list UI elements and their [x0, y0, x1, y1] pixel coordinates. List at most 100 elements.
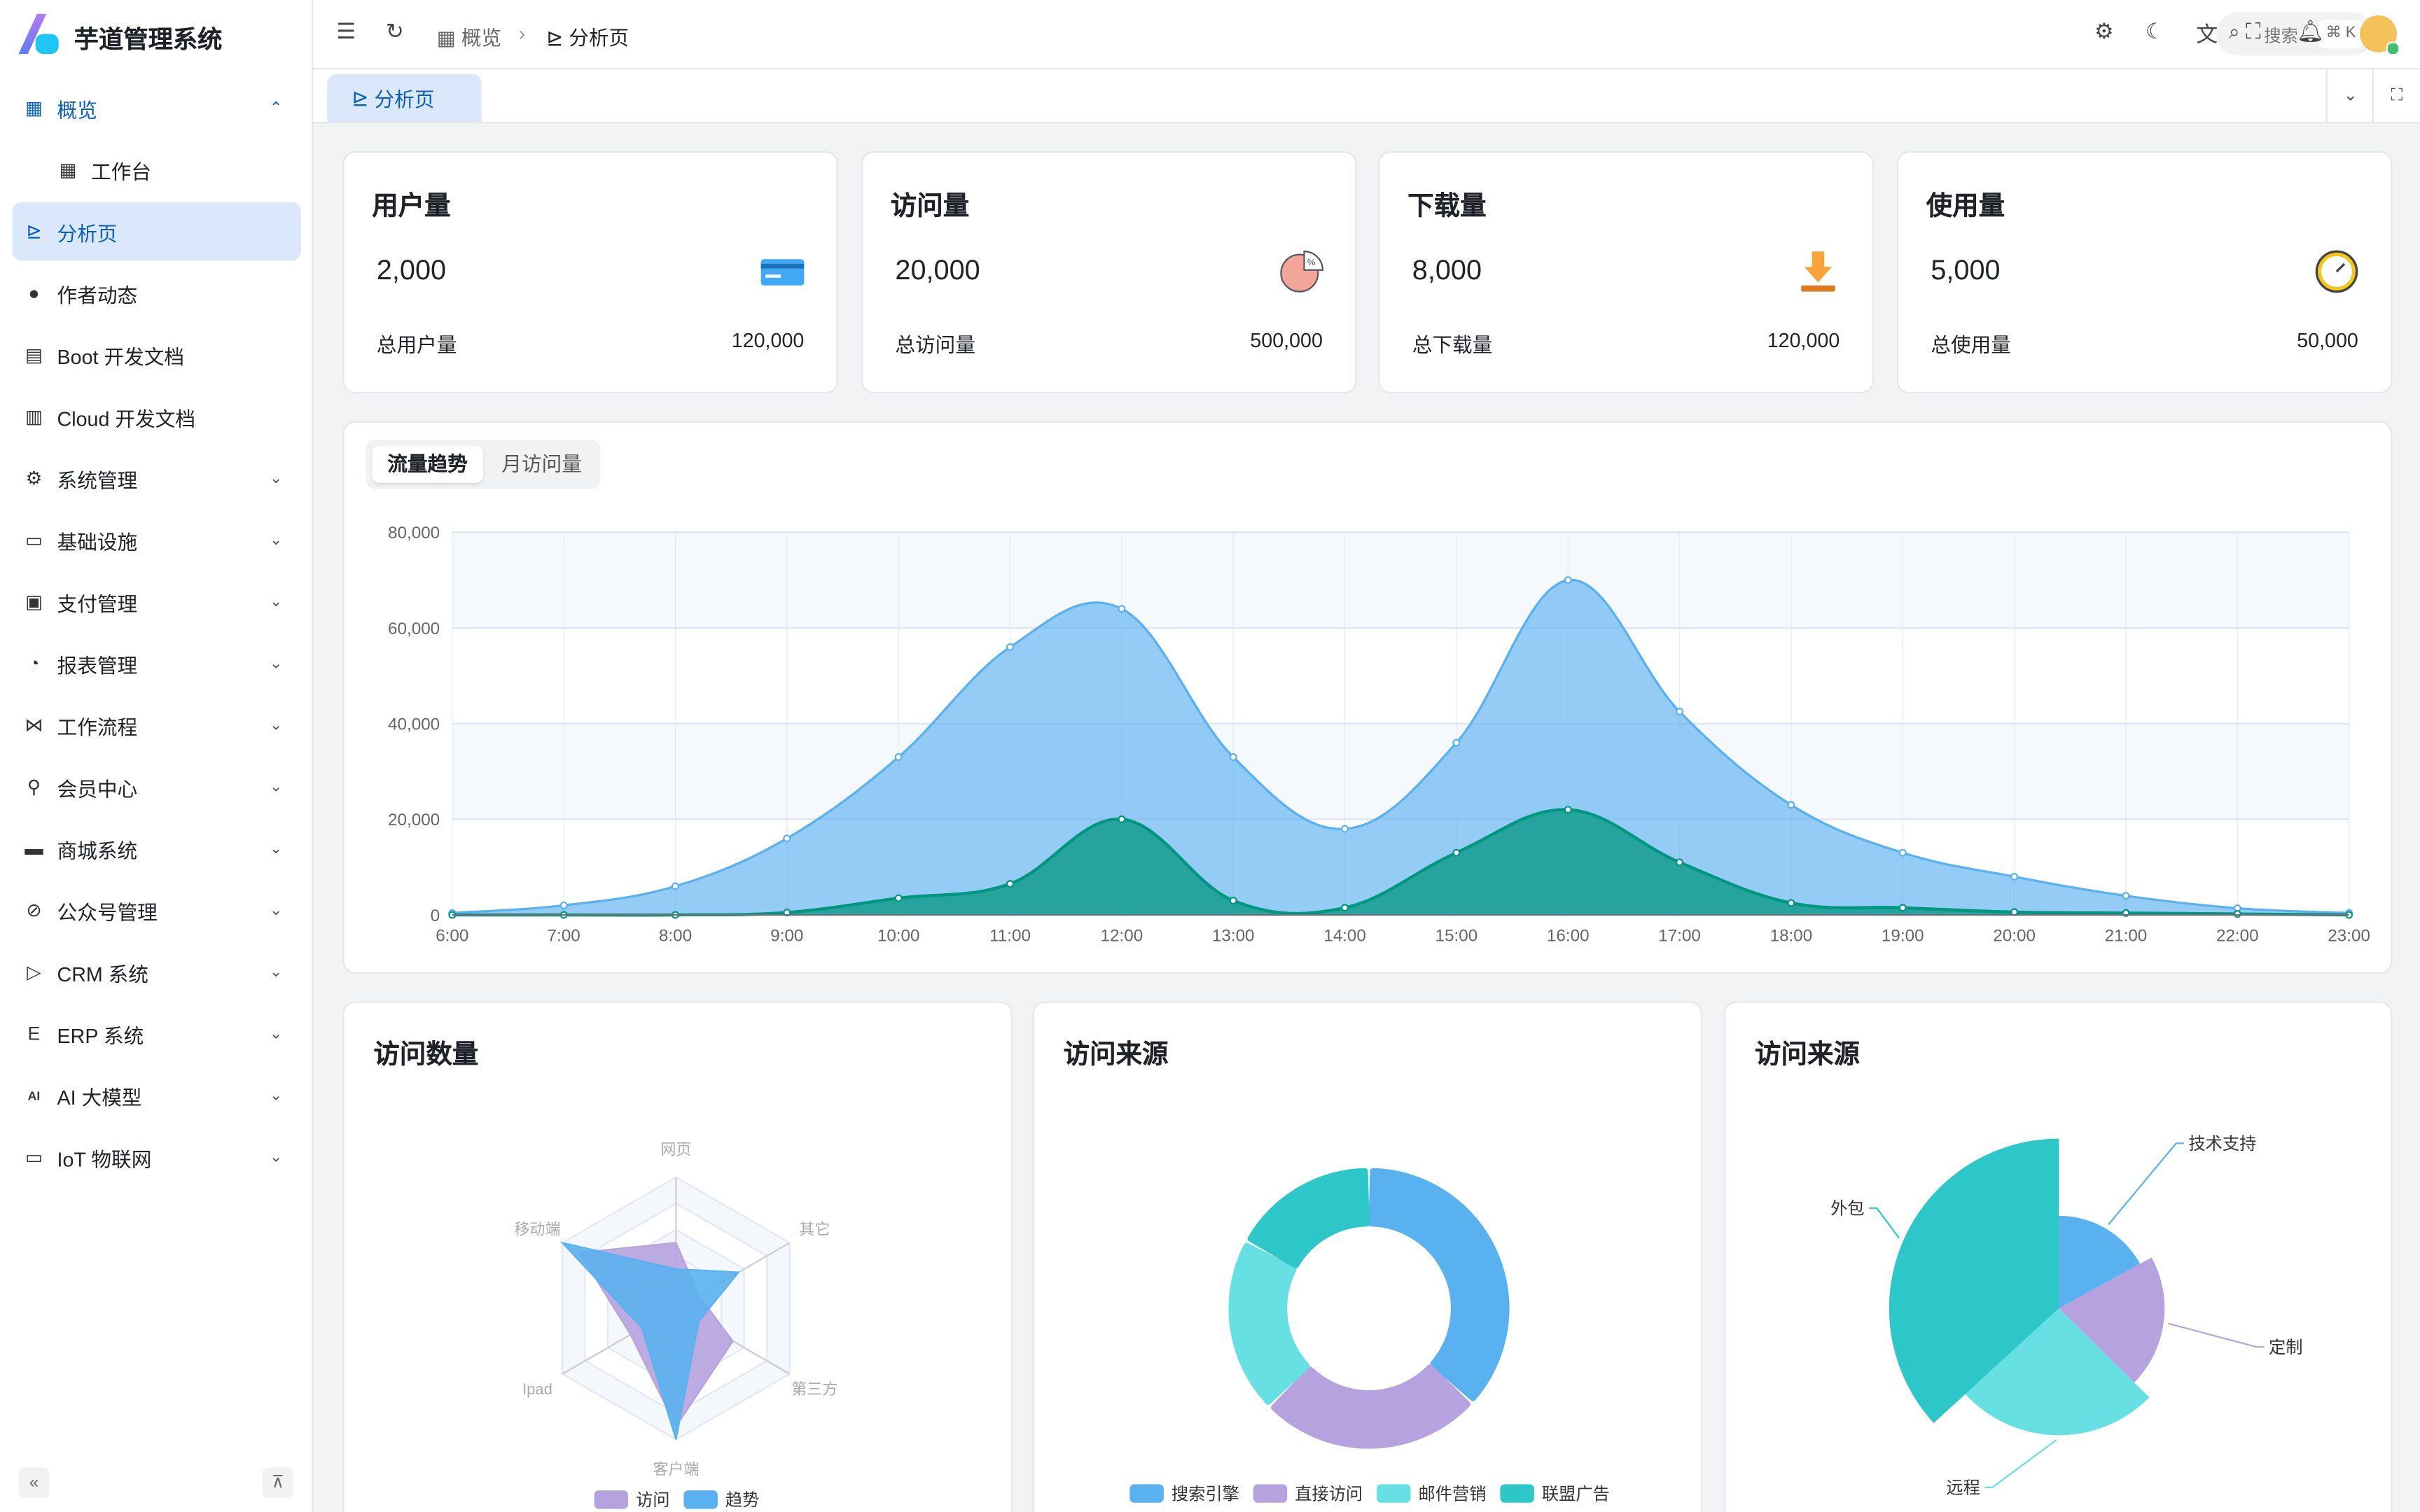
label-leader-line	[1869, 1207, 1900, 1239]
x-tick-label: 21:00	[2105, 927, 2148, 946]
chevron-down-icon: ⌄	[269, 654, 283, 672]
sidebar-item[interactable]: AI AI 大模型 ⌄	[13, 1066, 301, 1125]
breadcrumb-label: 分析页	[569, 26, 630, 50]
x-tick-label: 19:00	[1882, 927, 1924, 946]
visit-source-rose-card: 访问来源 技术支持 定制 远程 外包	[1723, 1001, 2393, 1512]
tab-analysis[interactable]: ⊵ 分析页	[327, 74, 482, 122]
card-title: 访问数量	[373, 1040, 479, 1070]
sidebar-item[interactable]: ▷ CRM 系统 ⌄	[13, 943, 301, 1002]
breadcrumb-current: ⊵ 分析页	[546, 22, 629, 51]
visit-source-card: 访问来源 搜索引擎 直接访问 邮件营销 联盟广告	[1032, 1001, 1703, 1512]
y-tick-label: 80,000	[388, 524, 440, 542]
sidebar-item[interactable]: ▭ 基础设施 ⌄	[13, 511, 301, 570]
rose-slice	[1889, 1138, 2059, 1423]
maximize-content-button[interactable]: ⛶	[2372, 69, 2420, 122]
data-point	[2010, 872, 2019, 881]
breadcrumb-label: 概览	[461, 26, 502, 50]
stat-title: 下载量	[1407, 191, 1487, 221]
data-point	[1118, 815, 1126, 823]
avatar[interactable]	[2360, 15, 2400, 56]
data-point	[671, 882, 679, 890]
dark-mode-icon[interactable]: ☾	[2145, 18, 2165, 43]
y-tick-label: 0	[431, 906, 440, 925]
slice-label: 远程	[1946, 1479, 1980, 1498]
sidebar-item[interactable]: ▭ IoT 物联网 ⌄	[13, 1128, 301, 1186]
sidebar-item[interactable]: ▣ 支付管理 ⌄	[13, 573, 301, 631]
sidebar-item-label: 基础设施	[57, 530, 138, 554]
grid-band	[452, 628, 2349, 724]
stat-total-label: 总访问量	[895, 333, 976, 357]
clock-icon	[2315, 250, 2358, 293]
donut-slice	[1247, 1168, 1370, 1268]
settings-icon[interactable]: ⚙	[2094, 18, 2114, 43]
stat-total-value: 120,000	[731, 328, 805, 352]
menu-toggle-icon[interactable]: ☰	[336, 18, 356, 43]
stat-title: 使用量	[1926, 191, 2005, 221]
sidebar-item[interactable]: ▤ Boot 开发文档	[13, 326, 301, 384]
card-title: 访问来源	[1063, 1040, 1169, 1070]
download-icon	[1801, 251, 1835, 292]
sidebar-item[interactable]: ⚙ 系统管理 ⌄	[13, 449, 301, 507]
sidebar-item[interactable]: ▥ Cloud 开发文档	[13, 387, 301, 446]
sidebar-item-label: Cloud 开发文档	[57, 406, 196, 430]
data-point	[2233, 910, 2241, 918]
sidebar-item[interactable]: ⋈ 工作流程 ⌄	[13, 696, 301, 755]
ai-icon: AI	[27, 1088, 41, 1102]
sidebar-item[interactable]: ▦ 工作台	[13, 141, 301, 200]
chevron-up-icon: ⌃	[269, 99, 283, 117]
iot-icon: ▭	[25, 1146, 43, 1168]
x-tick-label: 8:00	[659, 927, 692, 946]
sidebar-item[interactable]: ● 作者动态	[13, 264, 301, 323]
radar-indicator-label: 移动端	[514, 1221, 560, 1238]
logo-icon	[18, 13, 59, 55]
analysis-icon: ⊵	[352, 85, 375, 109]
chevron-down-icon: ⌄	[269, 840, 283, 858]
data-point	[1452, 848, 1461, 857]
pin-sidebar-button[interactable]: ⊼	[262, 1467, 293, 1499]
tab-dropdown-button[interactable]: ⌄	[2325, 69, 2374, 122]
label-leader-line	[1984, 1439, 2057, 1488]
data-point	[1898, 904, 1907, 912]
chevron-down-icon: ⌄	[269, 1086, 283, 1105]
sidebar-item-label: 作者动态	[57, 283, 138, 307]
refresh-icon[interactable]: ↻	[386, 18, 404, 43]
chevron-down-icon: ⌄	[269, 963, 283, 981]
tab-bar: ⊵ 分析页 ⌄ ⛶	[313, 69, 2420, 124]
search-button[interactable]: ⌕ 搜索 ⌘ K	[2216, 12, 2374, 56]
sidebar-item[interactable]: ⚲ 会员中心 ⌄	[13, 757, 301, 816]
sidebar-item[interactable]: ⊵ 分析页	[12, 202, 301, 261]
sidebar-item[interactable]: ▦ 概览 ⌃	[13, 78, 301, 137]
sidebar-item-label: CRM 系统	[57, 962, 149, 986]
sidebar-item[interactable]: ▬ 商城系统 ⌄	[13, 819, 301, 878]
segment-traffic-trend[interactable]: 流量趋势	[372, 445, 483, 483]
stat-card: 下载量 8,000 总下载量 120,000	[1378, 151, 1874, 394]
fullscreen-icon[interactable]: ⛶	[2245, 18, 2261, 43]
data-point	[1341, 825, 1349, 833]
segment-monthly-visits[interactable]: 月访问量	[501, 451, 582, 475]
bell-icon[interactable]: 🔔︎	[2296, 18, 2324, 43]
search-shortcut: ⌘ K	[2318, 20, 2364, 48]
user-icon: ●	[28, 282, 40, 304]
sidebar-item-label: 工作台	[91, 160, 152, 183]
breadcrumb-overview[interactable]: ▦ 概览	[437, 22, 501, 51]
stat-title: 访问量	[890, 191, 970, 221]
slice-label: 定制	[2269, 1338, 2302, 1357]
stat-value: 8,000	[1412, 254, 1482, 286]
data-point	[1452, 738, 1461, 747]
sidebar-item[interactable]: ◔ 报表管理 ⌄	[13, 634, 301, 693]
collapse-sidebar-button[interactable]: «	[18, 1467, 50, 1499]
donut-chart: 搜索引擎 直接访问 邮件营销 联盟广告	[1129, 1168, 1610, 1504]
sidebar-item-label: AI 大模型	[57, 1085, 142, 1109]
legend-label: 直接访问	[1295, 1485, 1363, 1504]
sidebar-item[interactable]: ⊘ 公众号管理 ⌄	[13, 881, 301, 940]
sidebar-item[interactable]: E ERP 系统 ⌄	[13, 1004, 301, 1063]
x-tick-label: 17:00	[1658, 927, 1701, 946]
donut-slice	[1228, 1242, 1310, 1405]
y-tick-label: 20,000	[388, 811, 440, 830]
slice-label: 外包	[1830, 1200, 1864, 1219]
language-icon[interactable]: 文	[2196, 21, 2218, 47]
x-tick-label: 6:00	[436, 927, 468, 946]
chevron-down-icon: ⌄	[269, 716, 283, 734]
data-point	[894, 753, 903, 762]
